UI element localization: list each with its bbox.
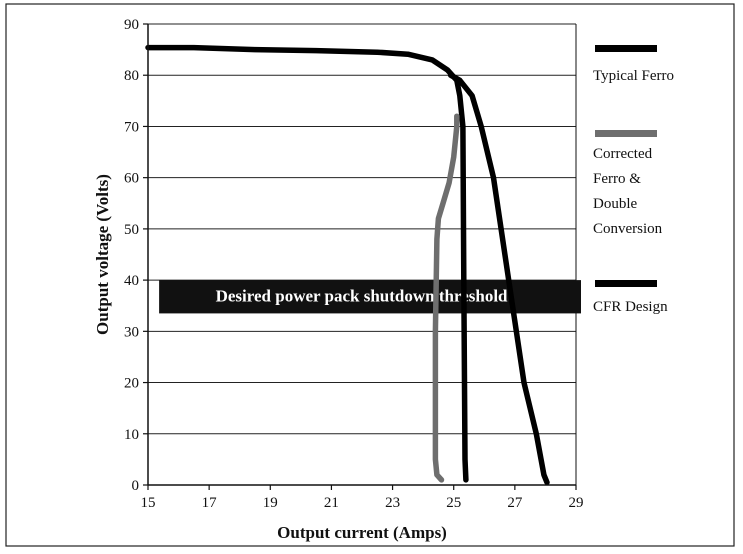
y-tick-labels: 0 10 20 30 40 50 60 70 80 90 [124,17,139,494]
y-tick-label: 60 [124,171,139,187]
y-tick-label: 0 [132,478,140,494]
legend-label-1: Corrected [593,146,653,162]
legend-label-1: Conversion [593,221,663,237]
x-tick-label: 17 [202,495,218,511]
series-line-1 [432,113,460,483]
y-tick-label: 40 [124,273,139,289]
y-tick-label: 50 [124,222,139,238]
series-line-2 [447,72,550,486]
x-tick-label: 25 [446,495,461,511]
x-axis-title: Output current (Amps) [277,523,447,542]
x-tick-label: 29 [569,495,584,511]
threshold-band-group: Desired power pack shutdown threshold [159,280,581,314]
legend-label-1: Double [593,196,638,212]
y-tick-label: 90 [124,17,139,33]
y-tick-label: 20 [124,376,139,392]
gridlines [148,23,576,435]
figure-border [5,3,735,547]
series-lines [145,44,550,486]
legend-label-1: Ferro & [593,171,641,187]
legend: Typical Ferro Corrected Ferro & Double Conve… [593,45,674,315]
x-tick-label: 21 [324,495,339,511]
x-tick-label: 23 [385,495,400,511]
y-axis-title: Output voltage (Volts) [93,174,112,335]
axes [143,23,577,490]
legend-label-0: Typical Ferro [593,68,674,84]
legend-swatch-1 [595,130,657,137]
x-tick-label: 27 [507,495,523,511]
y-tick-label: 80 [124,68,139,84]
series-line-0 [145,44,469,483]
x-tick-label: 15 [141,495,156,511]
y-tick-label: 70 [124,119,139,135]
y-tick-label: 30 [124,324,139,340]
x-tick-labels: 15 17 19 21 23 25 27 29 [141,495,584,511]
legend-swatch-2 [595,280,657,287]
legend-label-2: CFR Design [593,299,668,315]
x-tick-label: 19 [263,495,278,511]
y-tick-label: 10 [124,427,139,443]
legend-swatch-0 [595,45,657,52]
